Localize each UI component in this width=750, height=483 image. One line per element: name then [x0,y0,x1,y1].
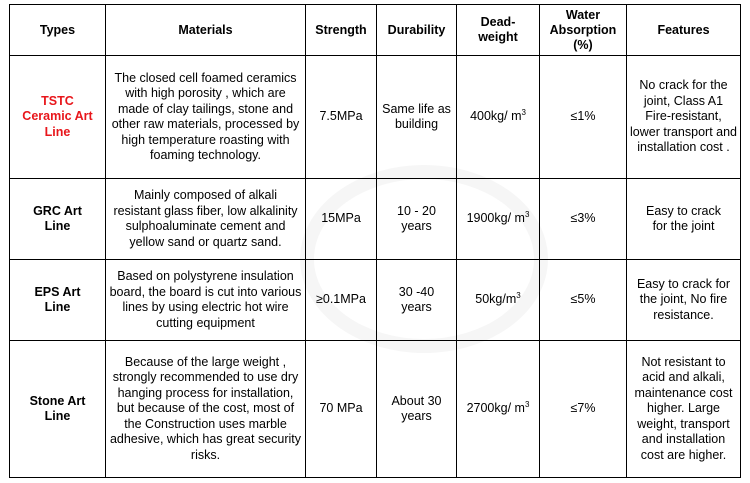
deadweight-value: 50kg/m [475,292,517,307]
row-strength: 70 MPa [305,340,377,478]
header-strength: Strength [305,4,377,56]
header-durability: Durability [376,4,457,56]
header-deadweight: Dead-weight [456,4,540,56]
header-materials: Materials [105,4,306,56]
row-water-absorption: ≤3% [539,178,627,260]
row-durability: 30 -40 years [376,259,457,341]
row-deadweight: 1900kg/ m3 [456,178,540,260]
row-materials: The closed cell foamed ceramics with hig… [105,55,306,179]
row-durability: 10 - 20 years [376,178,457,260]
row-water-absorption: ≤7% [539,340,627,478]
row-type: GRC Art Line [9,178,106,260]
deadweight-exponent: 3 [516,291,521,301]
row-durability: Same life as building [376,55,457,179]
deadweight-value: 2700kg/ m [466,401,525,416]
deadweight-exponent: 3 [524,210,530,220]
row-type: EPS Art Line [9,259,106,341]
table-row: TSTC Ceramic Art Line The closed cell fo… [9,55,741,179]
row-features: Not resistant to acid and alkali, mainte… [626,340,741,478]
row-type: TSTC Ceramic Art Line [9,55,106,179]
header-features: Features [626,4,741,56]
header-row: Types Materials Strength Durability Dead… [9,4,741,56]
header-types: Types [9,4,106,56]
art-line-comparison-table: Types Materials Strength Durability Dead… [9,4,741,478]
table-row: Stone Art Line Because of the large weig… [9,340,741,478]
row-water-absorption: ≤5% [539,259,627,341]
row-materials: Because of the large weight , strongly r… [105,340,306,478]
row-strength: 15MPa [305,178,377,260]
row-features: No crack for the joint, Class A1 Fire-re… [626,55,741,179]
table-row: GRC Art Line Mainly composed of alkali r… [9,178,741,260]
row-deadweight: 400kg/ m3 [456,55,540,179]
row-water-absorption: ≤1% [539,55,627,179]
header-water-absorption: Water Absorption (%) [539,4,627,56]
row-deadweight: 2700kg/ m3 [456,340,540,478]
deadweight-value: 400kg/ m [470,109,522,124]
row-features: Easy to crack for the joint, No fire res… [626,259,741,341]
deadweight-value: 1900kg/ m [466,211,525,226]
row-materials: Based on polystyrene insulation board, t… [105,259,306,341]
row-type: Stone Art Line [9,340,106,478]
row-strength: ≥0.1MPa [305,259,377,341]
table-row: EPS Art Line Based on polystyrene insula… [9,259,741,341]
row-materials: Mainly composed of alkali resistant glas… [105,178,306,260]
row-features: Easy to crack for the joint [626,178,741,260]
deadweight-exponent: 3 [521,108,526,118]
deadweight-exponent: 3 [524,400,530,410]
row-deadweight: 50kg/m3 [456,259,540,341]
row-durability: About 30 years [376,340,457,478]
row-strength: 7.5MPa [305,55,377,179]
